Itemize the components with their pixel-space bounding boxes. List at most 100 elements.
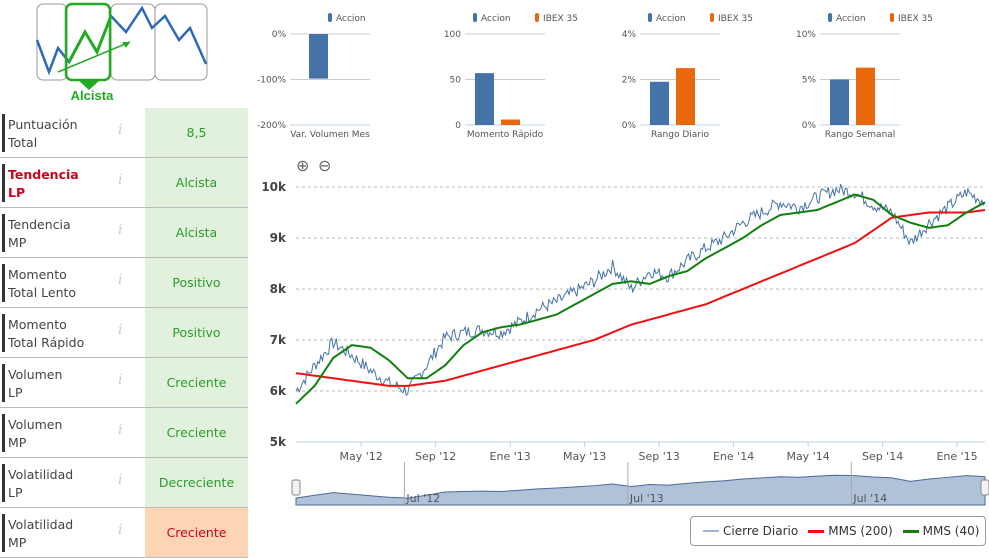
y-tick-label: 0%	[272, 30, 287, 40]
indicator-label: Momento Total Rápido	[8, 317, 85, 350]
indicator-row: Volatilidad LP i Decreciente	[0, 458, 248, 508]
bar-ibex-35	[676, 68, 695, 125]
legend-label: IBEX 35	[898, 14, 933, 24]
indicator-row: Volumen LP i Creciente	[0, 358, 248, 408]
price-chart[interactable]: 10k 9k 8k 7k 6k 5k May '12 Sep '12 Ene '13 May '1…	[260, 165, 989, 515]
x-tick-label: May '13	[563, 450, 606, 463]
series-cierre-diario	[295, 184, 986, 397]
bar-ibex-35	[856, 67, 875, 125]
x-tick-label: May '14	[786, 450, 829, 463]
legend-swatch	[473, 13, 477, 22]
y-tick-label: 0%	[802, 121, 817, 131]
info-icon[interactable]: i	[118, 272, 123, 288]
bar-ibex-35	[501, 119, 520, 125]
zoom-out-icon[interactable]: ⊖	[318, 156, 332, 175]
row-marker	[2, 214, 5, 252]
indicator-row: Tendencia MP i Alcista	[0, 208, 248, 258]
x-tick-label: Sep '14	[862, 450, 903, 463]
indicator-value: Creciente	[145, 408, 248, 457]
navigator-handle-right	[980, 479, 989, 496]
navigator-tick-label: Jul '13	[629, 492, 664, 505]
legend-close[interactable]: Cierre Diario	[723, 524, 799, 538]
legend-swatch	[648, 13, 652, 22]
legend-mms200[interactable]: MMS (200)	[828, 524, 893, 538]
row-marker	[2, 264, 5, 302]
legend-mms200-swatch	[808, 529, 825, 533]
mini-bar-chart: 4% 2% 0% Accion IBEX 35 Rango Diario	[622, 13, 753, 140]
legend-swatch	[828, 13, 832, 22]
price-line-icon	[35, 5, 208, 76]
legend-label: Accion	[656, 14, 686, 24]
info-icon[interactable]: i	[118, 172, 123, 188]
indicator-row: Puntuación Total i 8,5	[0, 108, 248, 158]
y-tick-label: 10k	[261, 180, 287, 194]
indicator-value: Creciente	[145, 508, 248, 557]
chart-legend: Cierre Diario MMS (200) MMS (40)	[690, 516, 987, 546]
selected-phase-box	[64, 2, 112, 82]
indicator-label: Volumen MP	[8, 417, 63, 450]
x-tick-label: May '12	[340, 450, 383, 463]
y-tick-label: -200%	[257, 121, 286, 131]
x-axis-label: Rango Diario	[651, 130, 710, 140]
x-axis-label: Rango Semanal	[825, 130, 896, 140]
row-marker	[2, 464, 5, 502]
x-tick-label: Ene '14	[713, 450, 754, 463]
y-tick-label: 100	[444, 30, 461, 40]
trend-segment	[67, 15, 113, 63]
legend-swatch	[535, 13, 539, 22]
y-tick-label: 5%	[802, 76, 817, 86]
info-icon[interactable]: i	[118, 372, 123, 388]
info-icon[interactable]: i	[118, 422, 123, 438]
indicator-label: Volumen LP	[8, 367, 63, 400]
phase-box	[36, 3, 68, 81]
info-icon[interactable]: i	[118, 472, 123, 488]
indicator-row: Tendencia LP i Alcista	[0, 158, 248, 208]
bar-accion	[650, 81, 669, 125]
row-marker	[2, 114, 5, 152]
legend-mms40-swatch	[902, 529, 919, 533]
indicator-value: 8,5	[145, 108, 248, 157]
y-tick-label: 4%	[622, 30, 637, 40]
info-icon[interactable]: i	[118, 222, 123, 238]
y-tick-label: 6k	[270, 384, 287, 398]
y-tick-label: 8k	[270, 282, 287, 296]
y-tick-label: -100%	[257, 76, 286, 86]
indicator-label: Tendencia LP	[8, 167, 79, 200]
bar-accion	[309, 34, 328, 79]
series-mms-200-	[295, 208, 986, 387]
info-icon[interactable]: i	[118, 322, 123, 338]
indicator-label: Volatilidad MP	[8, 517, 74, 550]
indicator-value: Alcista	[145, 208, 248, 257]
y-tick-label: 7k	[270, 333, 287, 347]
indicator-row: Momento Total Lento i Positivo	[0, 258, 248, 308]
row-marker	[2, 514, 5, 552]
info-icon[interactable]: i	[118, 122, 123, 138]
x-axis-label: Var. Volumen Mes	[290, 130, 370, 140]
y-tick-label: 0%	[622, 121, 637, 131]
legend-mms40[interactable]: MMS (40)	[922, 524, 980, 538]
info-icon[interactable]: i	[118, 522, 123, 538]
zoom-in-icon[interactable]: ⊕	[296, 156, 310, 175]
row-marker	[2, 414, 5, 452]
indicator-row: Momento Total Rápido i Positivo	[0, 308, 248, 358]
indicator-value: Alcista	[145, 158, 248, 207]
phase-box	[110, 3, 156, 81]
y-tick-label: 5k	[270, 435, 287, 449]
legend-close-swatch	[703, 530, 719, 532]
phase-box	[154, 3, 208, 81]
y-tick-label: 2%	[622, 76, 637, 86]
trend-arrow-icon	[57, 41, 131, 73]
navigator-tick-label: Jul '14	[852, 492, 887, 505]
row-marker	[2, 164, 5, 202]
indicator-value: Decreciente	[145, 458, 248, 507]
legend-label: Accion	[481, 14, 511, 24]
indicator-label: Puntuación Total	[8, 117, 78, 150]
indicator-label: Momento Total Lento	[8, 267, 77, 300]
legend-label: Accion	[336, 14, 366, 24]
legend-swatch	[328, 13, 332, 22]
indicator-value: Positivo	[145, 258, 248, 307]
navigator-handle-left	[291, 479, 301, 496]
y-tick-label: 0	[455, 121, 461, 131]
y-tick-label: 10%	[796, 30, 816, 40]
x-tick-label: Sep '12	[415, 450, 456, 463]
